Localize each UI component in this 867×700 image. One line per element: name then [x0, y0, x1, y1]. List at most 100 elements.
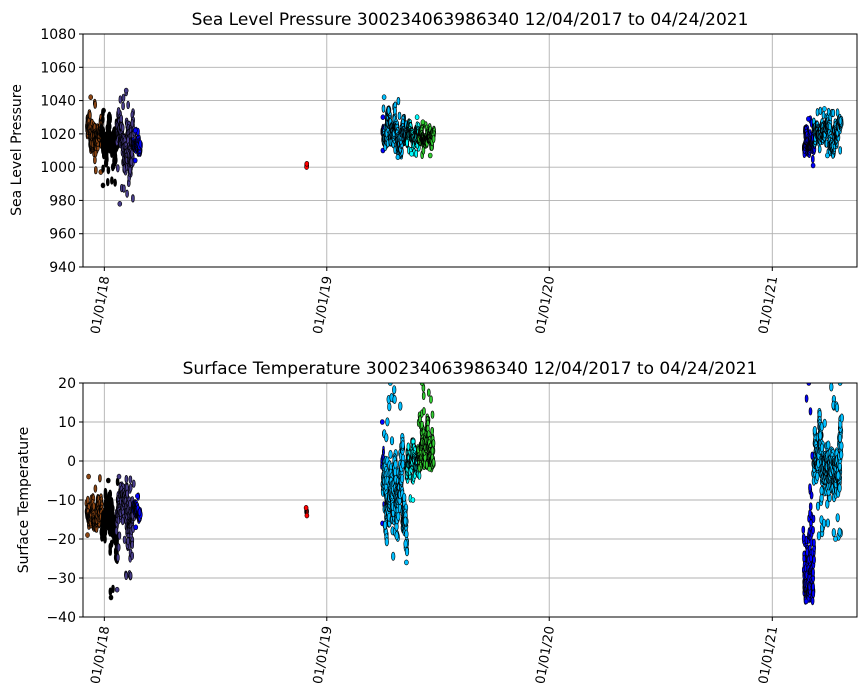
temperature-data-point: [384, 537, 389, 547]
pressure-series-10: [811, 106, 844, 159]
temperature-data-point: [801, 525, 806, 534]
temperature-data-point: [803, 598, 809, 605]
pressure-data-point: [810, 162, 816, 169]
pressure-data-point: [818, 106, 823, 115]
temperature-data-point: [811, 514, 816, 524]
temperature-data-point: [808, 509, 812, 518]
temperature-data-point: [430, 427, 435, 436]
temperature-data-point: [837, 433, 843, 443]
temperature-data-point: [379, 419, 385, 425]
temperature-data-point: [403, 539, 408, 549]
temperature-data-point: [132, 479, 136, 488]
temperature-data-point: [404, 559, 409, 566]
temperature-data-point: [808, 483, 812, 492]
temperature-data-point: [809, 491, 814, 500]
temperature-data-point: [402, 492, 407, 502]
pressure-y-tick-label: 1040: [40, 94, 76, 110]
temperature-data-point: [388, 449, 393, 459]
pressure-data-point: [106, 178, 110, 187]
temperature-data-point: [404, 547, 410, 557]
temperature-data-point: [431, 439, 436, 448]
temperature-data-point: [826, 440, 831, 450]
pressure-y-tick-label: 940: [49, 260, 76, 276]
pressure-data-point: [838, 116, 843, 125]
temperature-data-point: [383, 520, 388, 530]
pressure-series-1: [99, 107, 120, 189]
pressure-data-point: [107, 122, 112, 131]
pressure-data-point: [427, 152, 433, 159]
pressure-data-point: [93, 156, 97, 165]
temperature-data-point: [834, 403, 840, 413]
temperature-data-point: [391, 551, 396, 561]
pressure-data-point: [88, 94, 93, 100]
temperature-data-point: [822, 418, 827, 428]
temperature-data-point: [808, 502, 813, 511]
temperature-data-point: [403, 516, 408, 526]
pressure-data-point: [121, 93, 126, 102]
temperature-data-point: [393, 459, 398, 469]
pressure-data-point: [125, 189, 129, 198]
pressure-data-point: [101, 164, 105, 173]
pressure-data-point: [93, 100, 97, 109]
temperature-data-point: [431, 458, 436, 467]
temperature-series-4: [303, 504, 310, 519]
temperature-data-point: [417, 471, 422, 480]
temperature-series-1: [99, 477, 120, 601]
temperature-data-point: [429, 395, 433, 404]
pressure-data-point: [117, 201, 123, 207]
pressure-data-point: [431, 134, 436, 143]
pressure-data-point: [397, 111, 402, 120]
temperature-chart: Surface Temperature 300234063986340 12/0…: [16, 359, 858, 685]
temperature-data-point: [103, 487, 108, 497]
temperature-data-point: [839, 413, 844, 423]
temperature-data-point: [117, 531, 122, 540]
pressure-y-ticks: 940 960 980 1000 1020 1040 1060 1080: [40, 27, 83, 276]
pressure-data-point: [118, 95, 123, 104]
temperature-data-point: [108, 489, 112, 498]
temperature-data-point: [108, 547, 112, 556]
temperature-data-point: [137, 507, 142, 517]
temperature-data-point: [114, 526, 119, 536]
temperature-data-point: [406, 442, 411, 451]
pressure-data-point: [120, 123, 125, 132]
temperature-data-point: [392, 385, 397, 395]
temperature-plot-area: [84, 383, 844, 606]
pressure-data-point: [106, 166, 111, 175]
pressure-data-point: [386, 106, 391, 115]
pressure-data-point: [409, 151, 414, 157]
pressure-data-point: [119, 114, 123, 123]
pressure-y-tick-label: 1080: [40, 27, 76, 43]
temperature-y-tick-label: −40: [46, 610, 76, 626]
pressure-data-point: [420, 119, 426, 125]
temperature-chart-title: Surface Temperature 300234063986340 12/0…: [183, 359, 758, 379]
pressure-y-tick-label: 980: [49, 193, 76, 209]
pressure-data-point: [129, 157, 134, 166]
pressure-y-tick-label: 1000: [40, 160, 76, 176]
temperature-data-point: [116, 553, 120, 562]
temperature-y-tick-label: −10: [46, 493, 76, 509]
temperature-data-point: [430, 410, 435, 419]
pressure-data-point: [113, 178, 117, 187]
temperature-data-point: [812, 425, 817, 435]
pressure-data-point: [104, 150, 109, 159]
pressure-data-point: [122, 184, 126, 193]
temperature-data-point: [410, 438, 416, 445]
pressure-y-tick-label: 1060: [40, 60, 76, 76]
pressure-data-point: [133, 127, 138, 134]
temperature-data-point: [128, 475, 133, 484]
pressure-data-point: [806, 116, 811, 122]
pressure-data-point: [126, 100, 130, 110]
temperature-data-point: [404, 529, 409, 539]
temperature-data-point: [837, 527, 842, 537]
pressure-data-point: [110, 176, 114, 185]
temperature-data-point: [384, 433, 389, 443]
temperature-data-point: [836, 470, 841, 480]
temperature-data-point: [85, 532, 90, 538]
temperature-data-point: [400, 473, 405, 483]
pressure-data-point: [116, 107, 121, 116]
temperature-data-point: [124, 571, 128, 581]
pressure-data-point: [395, 154, 401, 160]
temperature-data-point: [128, 483, 133, 492]
temperature-y-axis-label: Surface Temperature: [16, 427, 32, 573]
pressure-data-point: [393, 106, 397, 115]
